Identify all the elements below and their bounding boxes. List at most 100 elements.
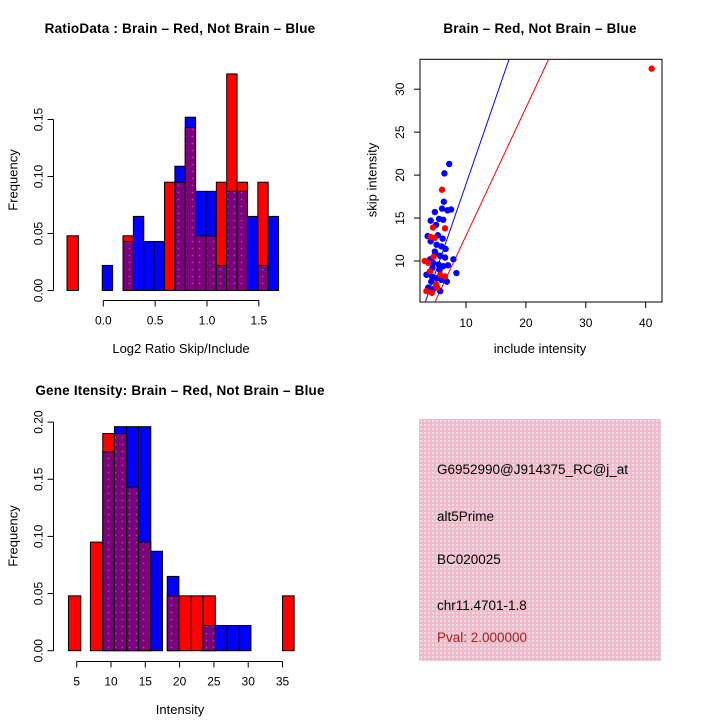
scatter-xlabel: include intensity: [493, 341, 587, 356]
hist-bar-red: [190, 595, 204, 652]
hist-bar-blue: [132, 215, 145, 291]
tick-label: 15: [393, 211, 407, 225]
tick-label: 20: [173, 675, 187, 689]
tick-label: 0.00: [32, 639, 46, 663]
tick-label: 5: [73, 675, 80, 689]
ratio-hist-ylabel: Frequency: [5, 149, 21, 211]
plot-box: [419, 58, 663, 303]
scatter-point-blue: [444, 262, 452, 269]
tick-label: 30: [579, 316, 593, 330]
scatter-point-red: [441, 225, 449, 232]
scatter-point-blue: [443, 278, 451, 285]
hist-bar-blue: [143, 240, 155, 291]
scatter-point-red: [434, 284, 441, 291]
gene-probe-id: G6952990@J914375_RC@j_at: [437, 462, 629, 477]
gene-accession: BC020025: [437, 552, 501, 567]
hist-bar-blue: [246, 215, 259, 291]
hist-bar-overlap: [195, 235, 207, 291]
hist-bar-blue: [101, 264, 114, 292]
hist-bar-blue: [214, 625, 228, 652]
gene-hist-ylabel: Frequency: [5, 505, 21, 567]
hist-bar-blue: [150, 550, 163, 652]
scatter-point-blue: [447, 206, 455, 213]
hist-bar-blue: [226, 625, 240, 652]
scatter-point-red: [431, 234, 439, 242]
fit-line: [434, 59, 550, 302]
scatter-point-red: [423, 287, 430, 295]
scatter-point-blue: [446, 160, 453, 168]
hist-bar-overlap: [202, 625, 216, 652]
tick-label: 0.00: [32, 278, 46, 302]
ratio-hist-xlabel: Log2 Ratio Skip/Include: [112, 341, 250, 356]
gene-event-type: alt5Prime: [437, 509, 495, 524]
scatter-point-red: [648, 65, 655, 72]
tick-label: 35: [276, 675, 290, 689]
tick-label: 30: [242, 675, 256, 689]
tick-label: 40: [639, 316, 653, 330]
hist-bar-red: [163, 181, 176, 291]
scatter-point-blue: [436, 266, 443, 273]
tick-label: 0.05: [32, 221, 46, 245]
hist-bar-red: [89, 541, 104, 652]
hist-bar-overlap: [236, 190, 248, 292]
tick-label: 10: [393, 254, 407, 268]
scatter-point-blue: [427, 217, 434, 224]
gene-hist-xlabel: Intensity: [155, 702, 205, 717]
hist-bar-blue: [238, 625, 252, 652]
tick-label: 25: [393, 125, 407, 139]
scatter-point-red: [428, 289, 436, 296]
gene-hist-title: Gene Itensity: Brain – Red, Not Brain – …: [35, 383, 325, 398]
tick-label: 15: [139, 675, 153, 689]
hist-bar-overlap: [137, 541, 152, 652]
tick-label: 10: [104, 675, 118, 689]
scatter-point-blue: [438, 205, 446, 212]
scatter-point-blue: [440, 198, 448, 205]
hist-bar-overlap: [122, 240, 134, 291]
gene-pval: Pval: 2.000000: [437, 630, 528, 645]
hist-bar-blue: [153, 240, 165, 291]
scatter-title: Brain – Red, Not Brain – Blue: [443, 21, 637, 36]
tick-label: 20: [519, 316, 533, 330]
hist-bar-red: [66, 235, 79, 291]
scatter-point-blue: [428, 278, 435, 285]
hist-bar-overlap: [113, 433, 128, 652]
hist-bar-red: [67, 595, 82, 652]
scatter-point-blue: [453, 269, 460, 277]
tick-label: 0.15: [32, 467, 46, 491]
tick-label: 1.0: [199, 314, 216, 328]
hist-bar-red: [178, 595, 192, 652]
hist-bar-overlap: [226, 190, 238, 292]
tick-label: 25: [207, 675, 221, 689]
tick-label: 0.10: [32, 164, 46, 188]
scatter-point-blue: [441, 254, 449, 261]
scatter-point-red: [430, 253, 437, 260]
tick-label: 0.0: [95, 314, 112, 328]
tick-label: 30: [393, 82, 407, 96]
tick-label: 10: [459, 316, 473, 330]
scatter-point-blue: [442, 245, 449, 253]
hist-bar-overlap: [102, 451, 115, 652]
hist-bar-overlap: [215, 264, 228, 292]
hist-bar-overlap: [205, 235, 217, 291]
tick-label: 0.20: [32, 410, 46, 434]
tick-label: 1.5: [251, 314, 268, 328]
tick-label: 0.15: [32, 107, 46, 131]
gene-locus: chr11.4701-1.8: [437, 598, 527, 613]
tick-label: 20: [393, 168, 407, 182]
scatter-ylabel: skip intensity: [364, 142, 380, 218]
scatter-point-blue: [441, 170, 448, 177]
scatter-point-red: [425, 259, 432, 266]
hist-bar-overlap: [257, 264, 269, 292]
hist-bar-overlap: [174, 181, 186, 291]
scatter-point-blue: [429, 259, 437, 266]
hist-bar-blue: [267, 215, 280, 291]
tick-label: 0.5: [147, 314, 164, 328]
hist-bar-overlap: [126, 486, 139, 652]
ratio-hist-title: RatioData : Brain – Red, Not Brain – Blu…: [44, 21, 316, 36]
scatter-point-blue: [439, 235, 446, 242]
scatter-point-red: [426, 268, 434, 275]
scatter-point-blue: [431, 208, 439, 216]
scatter-point-red: [441, 273, 449, 280]
